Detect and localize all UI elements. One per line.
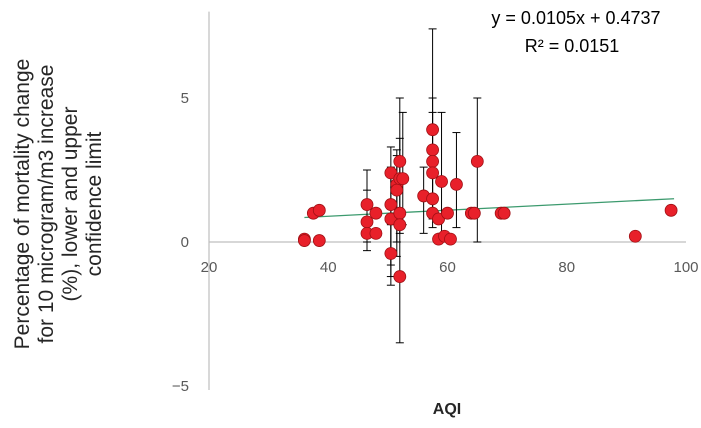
axes-layer bbox=[209, 12, 686, 390]
data-point bbox=[394, 155, 406, 167]
x-tick-label: 100 bbox=[673, 259, 698, 276]
data-point bbox=[665, 204, 677, 216]
data-point bbox=[427, 124, 439, 136]
data-point bbox=[498, 207, 510, 219]
data-point bbox=[385, 248, 397, 260]
trendline-layer bbox=[304, 199, 674, 218]
x-tick-label: 60 bbox=[439, 259, 456, 276]
y-axis-title-line-4: confidence limit bbox=[83, 131, 106, 276]
data-point bbox=[391, 184, 403, 196]
data-point bbox=[394, 207, 406, 219]
x-axis-title: AQI bbox=[433, 401, 461, 418]
y-axis-title: Percentage of mortality change for 10 mi… bbox=[11, 59, 106, 350]
data-point bbox=[313, 235, 325, 247]
y-tick-label: −5 bbox=[172, 378, 189, 395]
data-point bbox=[468, 207, 480, 219]
data-point bbox=[444, 233, 456, 245]
data-point bbox=[394, 219, 406, 231]
data-point bbox=[394, 271, 406, 283]
y-tick-label: 0 bbox=[181, 234, 189, 251]
data-point bbox=[361, 199, 373, 211]
data-point bbox=[397, 173, 409, 185]
data-point bbox=[471, 155, 483, 167]
y-axis-title-line-3: (%), lower and upper bbox=[59, 107, 82, 302]
trendline-r-squared: R² = 0.0151 bbox=[525, 36, 620, 56]
errorbar-layer bbox=[363, 29, 481, 343]
y-tick-label: 5 bbox=[181, 90, 189, 107]
data-point bbox=[427, 144, 439, 156]
trendline-equation: y = 0.0105x + 0.4737 bbox=[491, 8, 660, 28]
y-axis-title-line-1: Percentage of mortality change bbox=[11, 59, 34, 350]
data-point bbox=[450, 178, 462, 190]
error-bar bbox=[473, 98, 481, 242]
x-tick-label: 20 bbox=[201, 259, 218, 276]
data-point bbox=[313, 204, 325, 216]
data-point bbox=[298, 235, 310, 247]
data-point bbox=[370, 207, 382, 219]
x-tick-label: 40 bbox=[320, 259, 337, 276]
data-point bbox=[427, 167, 439, 179]
data-point bbox=[370, 227, 382, 239]
trendline bbox=[304, 199, 674, 218]
data-point bbox=[436, 176, 448, 188]
data-point bbox=[427, 193, 439, 205]
data-point bbox=[385, 199, 397, 211]
data-point bbox=[427, 155, 439, 167]
data-point bbox=[629, 230, 641, 242]
data-point bbox=[442, 207, 454, 219]
x-tick-label: 80 bbox=[558, 259, 575, 276]
data-point-layer bbox=[298, 124, 677, 283]
y-axis-title-line-2: for 10 microgram/m3 increase bbox=[35, 65, 58, 344]
data-point bbox=[361, 216, 373, 228]
